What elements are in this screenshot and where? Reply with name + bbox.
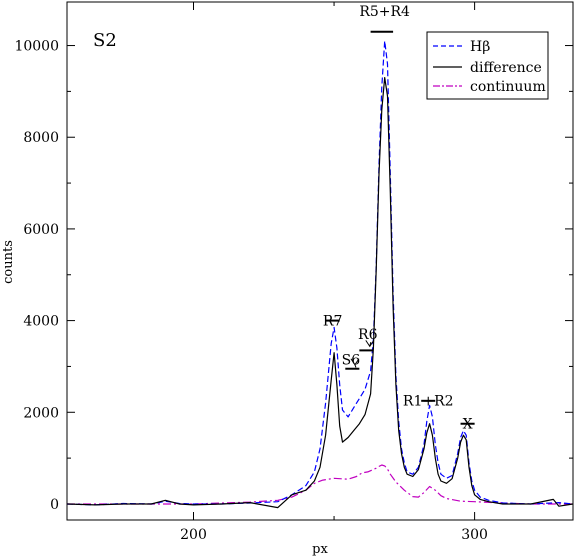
legend-box — [426, 31, 549, 100]
y-tick-label: 10000 — [14, 39, 59, 55]
annotation-label: X — [463, 417, 473, 433]
legend-label-continuum: continuum — [470, 79, 546, 95]
annotation-label: R5+R4 — [359, 4, 410, 20]
x-tick-label: 200 — [180, 527, 207, 543]
series-line-h — [66, 40, 574, 506]
y-tick-label: 2000 — [23, 405, 59, 421]
x-axis-label: px — [312, 542, 328, 557]
plot-area — [66, 1, 574, 521]
axis-ticks: 0 2000 4000 6000 8000 10000 200 300 — [14, 2, 573, 543]
panel-label: S2 — [93, 30, 117, 51]
legend-label-difference: difference — [470, 60, 542, 76]
annotation-label: R1+R2 — [403, 394, 454, 410]
y-axis-label: counts — [1, 240, 16, 284]
y-tick-label: 0 — [50, 497, 59, 513]
annotation-arrowhead — [350, 358, 360, 366]
annotation-label: R6 — [358, 327, 378, 343]
annotation-label: R7 — [323, 313, 342, 329]
series-line-difference — [66, 77, 574, 509]
x-tick-label: 300 — [461, 527, 488, 543]
y-tick-label: 6000 — [23, 222, 59, 238]
y-tick-label: 4000 — [23, 314, 59, 330]
plot-border — [66, 1, 574, 521]
legend-label-hbeta: Hβ — [470, 39, 490, 55]
series-lines — [66, 40, 574, 509]
y-tick-label: 8000 — [23, 130, 59, 146]
annotation-arrowhead — [365, 340, 375, 348]
legend: Hβ difference continuum — [426, 31, 549, 100]
series-line-continuum — [67, 464, 573, 505]
